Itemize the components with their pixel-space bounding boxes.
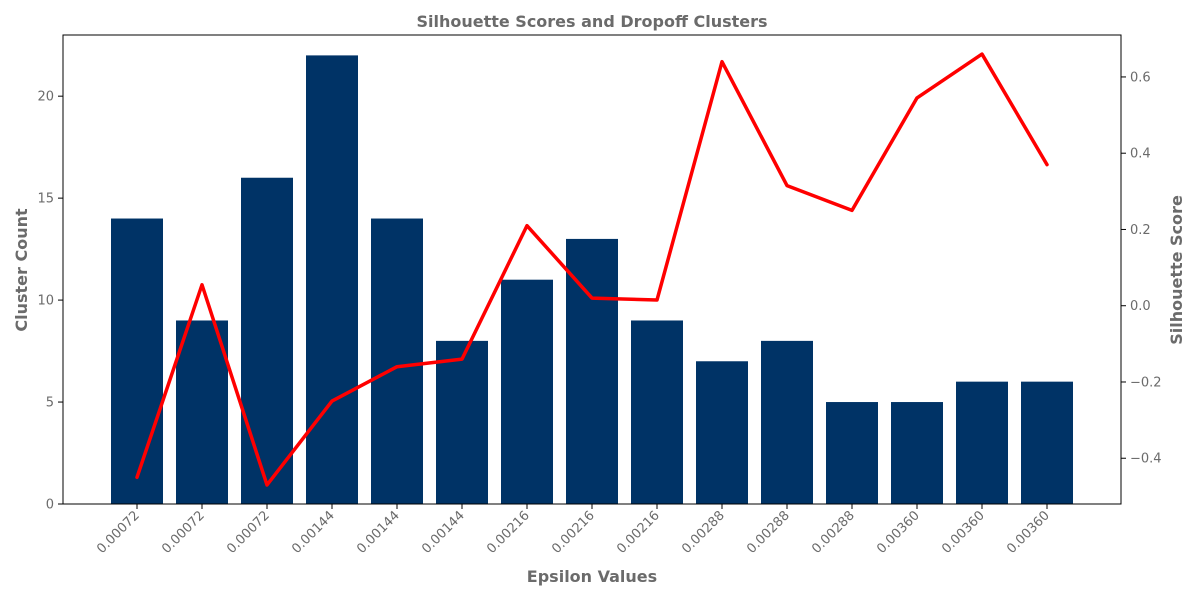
x-tick-label: 0.00216 xyxy=(484,508,533,557)
bar xyxy=(826,402,878,504)
x-tick-label: 0.00144 xyxy=(289,508,338,557)
y-axis-label: Cluster Count xyxy=(12,208,31,332)
bar xyxy=(696,361,748,504)
y-tick-label: 15 xyxy=(37,192,54,207)
x-tick-label: 0.00360 xyxy=(939,508,988,557)
x-tick-label: 0.00288 xyxy=(744,508,793,557)
x-tick-label: 0.00072 xyxy=(94,508,143,557)
bar xyxy=(111,218,163,505)
y2-tick-label: −0.2 xyxy=(1130,375,1162,390)
bar xyxy=(1021,381,1073,504)
x-tick-label: 0.00360 xyxy=(1004,508,1053,557)
y2-tick-label: 0.6 xyxy=(1130,70,1151,85)
bar xyxy=(891,402,943,504)
bars-layer xyxy=(111,55,1073,505)
y2-tick-label: 0.0 xyxy=(1130,299,1151,314)
x-tick-label: 0.00216 xyxy=(614,508,663,557)
x-tick-label: 0.00288 xyxy=(679,508,728,557)
y-tick-label: 5 xyxy=(46,396,54,411)
y-tick-label: 10 xyxy=(37,294,54,309)
line-layer xyxy=(135,52,1049,487)
chart-title: Silhouette Scores and Dropoff Clusters xyxy=(416,12,767,31)
y-tick-label: 20 xyxy=(37,90,54,105)
bar xyxy=(436,340,488,504)
silhouette-line xyxy=(135,52,1049,487)
y-tick-label: 0 xyxy=(46,498,54,513)
bar xyxy=(371,218,423,505)
bar xyxy=(566,238,618,505)
y2-tick-label: 0.4 xyxy=(1130,147,1151,162)
y2-tick-label: −0.4 xyxy=(1130,452,1162,467)
bar xyxy=(761,340,813,504)
bar xyxy=(501,279,553,504)
y2-tick-label: 0.2 xyxy=(1130,223,1151,238)
x-tick-label: 0.00288 xyxy=(809,508,858,557)
x-tick-label: 0.00144 xyxy=(419,508,468,557)
x-axis-label: Epsilon Values xyxy=(527,567,657,586)
bar xyxy=(956,381,1008,504)
bar xyxy=(306,55,358,505)
x-tick-label: 0.00216 xyxy=(549,508,598,557)
x-tick-label: 0.00144 xyxy=(354,508,403,557)
x-tick-label: 0.00360 xyxy=(874,508,923,557)
x-tick-label: 0.00072 xyxy=(159,508,208,557)
x-tick-label: 0.00072 xyxy=(224,508,273,557)
bar xyxy=(631,320,683,504)
bar xyxy=(176,320,228,504)
bar xyxy=(241,177,293,504)
y2-axis-label: Silhouette Score xyxy=(1167,195,1186,345)
